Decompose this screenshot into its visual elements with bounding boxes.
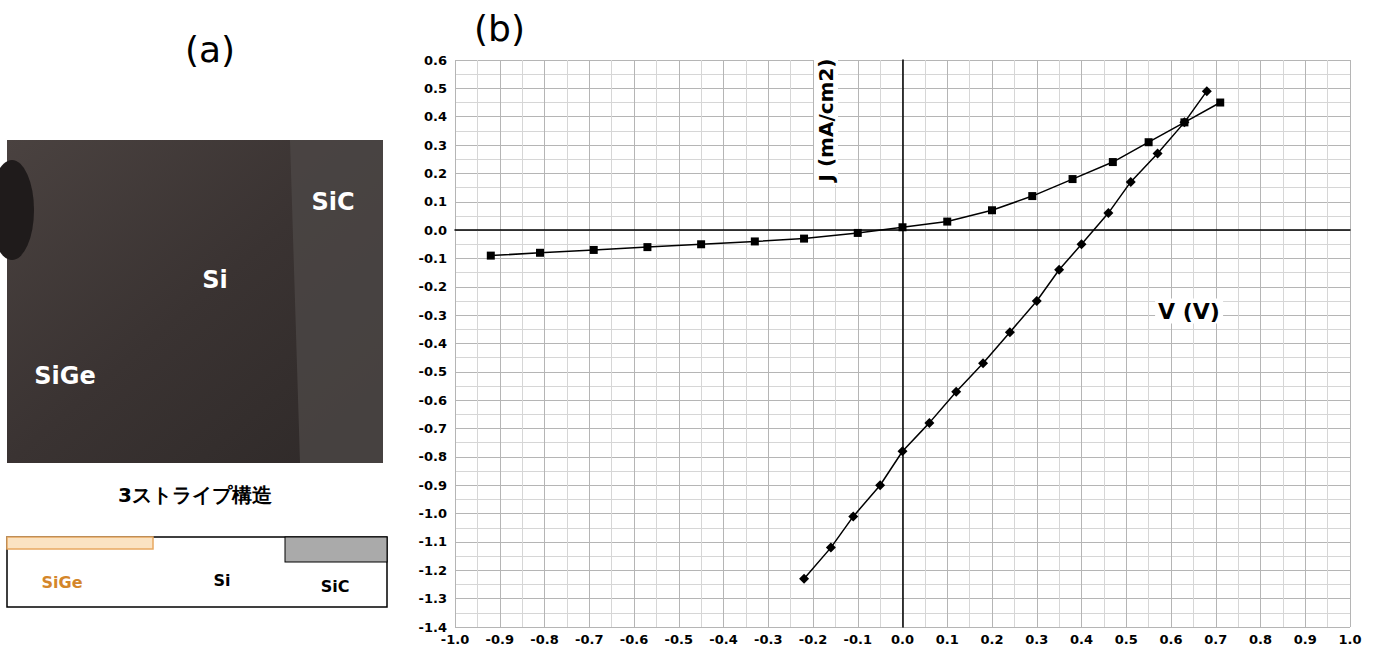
svg-text:-0.8: -0.8 — [530, 632, 558, 646]
svg-text:-1.0: -1.0 — [441, 632, 469, 646]
svg-text:-1.2: -1.2 — [419, 563, 447, 578]
svg-text:0.0: 0.0 — [424, 223, 447, 238]
svg-text:0.4: 0.4 — [1070, 632, 1093, 646]
svg-text:0.2: 0.2 — [424, 166, 447, 181]
svg-text:Si: Si — [213, 571, 230, 590]
svg-text:-0.1: -0.1 — [419, 251, 447, 266]
svg-text:-0.6: -0.6 — [620, 632, 648, 646]
svg-text:-0.7: -0.7 — [419, 421, 447, 436]
svg-text:0.6: 0.6 — [424, 53, 447, 68]
svg-text:-0.5: -0.5 — [665, 632, 693, 646]
svg-text:0.0: 0.0 — [891, 632, 914, 646]
svg-text:-0.3: -0.3 — [754, 632, 782, 646]
svg-text:-0.7: -0.7 — [575, 632, 603, 646]
svg-text:-0.5: -0.5 — [419, 364, 447, 379]
svg-text:0.1: 0.1 — [424, 194, 447, 209]
svg-text:-0.9: -0.9 — [419, 478, 447, 493]
svg-text:-1.4: -1.4 — [418, 619, 447, 635]
svg-text:-0.9: -0.9 — [486, 632, 514, 646]
svg-text:-0.2: -0.2 — [419, 279, 447, 294]
svg-text:-0.1: -0.1 — [844, 632, 872, 646]
svg-text:0.4: 0.4 — [424, 109, 447, 124]
svg-text:SiC: SiC — [321, 577, 350, 596]
html-text:(b): (b) — [474, 8, 525, 49]
svg-text:-0.8: -0.8 — [419, 449, 447, 464]
svg-text:0.5: 0.5 — [424, 81, 447, 96]
svg-text:0.6: 0.6 — [1159, 632, 1182, 646]
svg-text:Si: Si — [202, 266, 228, 294]
svg-text:-0.6: -0.6 — [419, 393, 447, 408]
svg-text:-1.0: -1.0 — [419, 506, 447, 521]
svg-text:-0.4: -0.4 — [709, 632, 737, 646]
svg-text:SiGe: SiGe — [42, 573, 83, 592]
svg-text:-1.1: -1.1 — [419, 534, 447, 549]
svg-text:0.8: 0.8 — [1249, 632, 1272, 646]
svg-text:0.7: 0.7 — [1204, 632, 1227, 646]
svg-text:0.3: 0.3 — [1025, 632, 1048, 646]
svg-text:0.1: 0.1 — [936, 632, 959, 646]
svg-text:3ストライプ構造: 3ストライプ構造 — [118, 483, 272, 507]
svg-text:-0.4: -0.4 — [419, 336, 447, 351]
svg-text:0.9: 0.9 — [1294, 632, 1317, 646]
svg-text:1.0: 1.0 — [1338, 632, 1361, 646]
html-text:J (mA/cm2): J (mA/cm2) — [814, 58, 838, 182]
svg-text:0.3: 0.3 — [424, 138, 447, 153]
svg-text:0.5: 0.5 — [1115, 632, 1138, 646]
svg-text:SiGe: SiGe — [34, 362, 96, 390]
svg-text:-1.3: -1.3 — [419, 591, 447, 606]
html-text:V (V): V (V) — [1158, 298, 1220, 324]
svg-text:(a): (a) — [185, 29, 235, 70]
svg-text:0.2: 0.2 — [980, 632, 1003, 646]
svg-text:-0.3: -0.3 — [419, 308, 447, 323]
svg-text:-0.2: -0.2 — [799, 632, 827, 646]
svg-text:SiC: SiC — [311, 188, 354, 216]
